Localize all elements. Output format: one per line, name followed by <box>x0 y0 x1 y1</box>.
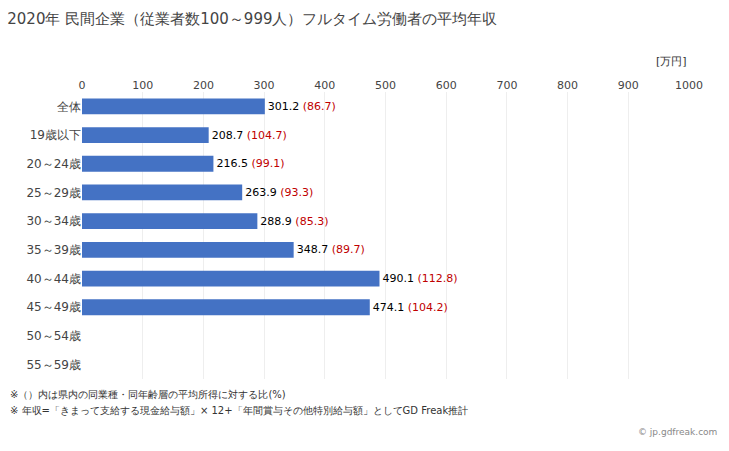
svg-text:※（）内は県内の同業種・同年齢層の平均所得に対する比(%): ※（）内は県内の同業種・同年齢層の平均所得に対する比(%) <box>10 389 286 400</box>
svg-text:300: 300 <box>254 79 275 92</box>
svg-text:216.5 (99.1): 216.5 (99.1) <box>216 157 284 170</box>
svg-text:25～29歳: 25～29歳 <box>26 186 81 200</box>
svg-text:301.2 (86.7): 301.2 (86.7) <box>268 100 336 113</box>
svg-text:400: 400 <box>314 79 335 92</box>
svg-text:20～24歳: 20～24歳 <box>26 157 81 171</box>
svg-text:900: 900 <box>618 79 639 92</box>
svg-text:0: 0 <box>79 79 86 92</box>
svg-text:30～34歳: 30～34歳 <box>26 214 81 228</box>
svg-text:※ 年収=「きまって支給する現金給与額」× 12+「年間賞与: ※ 年収=「きまって支給する現金給与額」× 12+「年間賞与その他特別給与額」と… <box>10 405 468 416</box>
svg-text:全体: 全体 <box>57 100 81 114</box>
svg-text:2020年 民間企業（従業者数100～999人）フルタイム労: 2020年 民間企業（従業者数100～999人）フルタイム労働者の平均年収 <box>7 10 497 28</box>
svg-text:200: 200 <box>193 79 214 92</box>
svg-text:© jp.gdfreak.com: © jp.gdfreak.com <box>638 427 717 437</box>
svg-text:1000: 1000 <box>675 79 703 92</box>
svg-text:288.9 (85.3): 288.9 (85.3) <box>260 215 328 228</box>
svg-text:490.1 (112.8): 490.1 (112.8) <box>382 272 457 285</box>
svg-text:55～59歳: 55～59歳 <box>26 358 81 372</box>
svg-text:100: 100 <box>132 79 153 92</box>
svg-text:700: 700 <box>496 79 517 92</box>
svg-text:263.9 (93.3): 263.9 (93.3) <box>245 186 313 199</box>
svg-text:500: 500 <box>375 79 396 92</box>
svg-text:50～54歳: 50～54歳 <box>26 329 81 343</box>
svg-text:19歳以下: 19歳以下 <box>30 128 81 142</box>
svg-text:[万円]: [万円] <box>656 55 687 68</box>
svg-text:208.7 (104.7): 208.7 (104.7) <box>212 129 287 142</box>
svg-text:35～39歳: 35～39歳 <box>26 243 81 257</box>
svg-text:800: 800 <box>557 79 578 92</box>
svg-text:348.7 (89.7): 348.7 (89.7) <box>297 243 365 256</box>
svg-text:474.1 (104.2): 474.1 (104.2) <box>373 301 448 314</box>
svg-text:45～49歳: 45～49歳 <box>26 300 81 314</box>
svg-text:600: 600 <box>436 79 457 92</box>
svg-text:40～44歳: 40～44歳 <box>26 272 81 286</box>
